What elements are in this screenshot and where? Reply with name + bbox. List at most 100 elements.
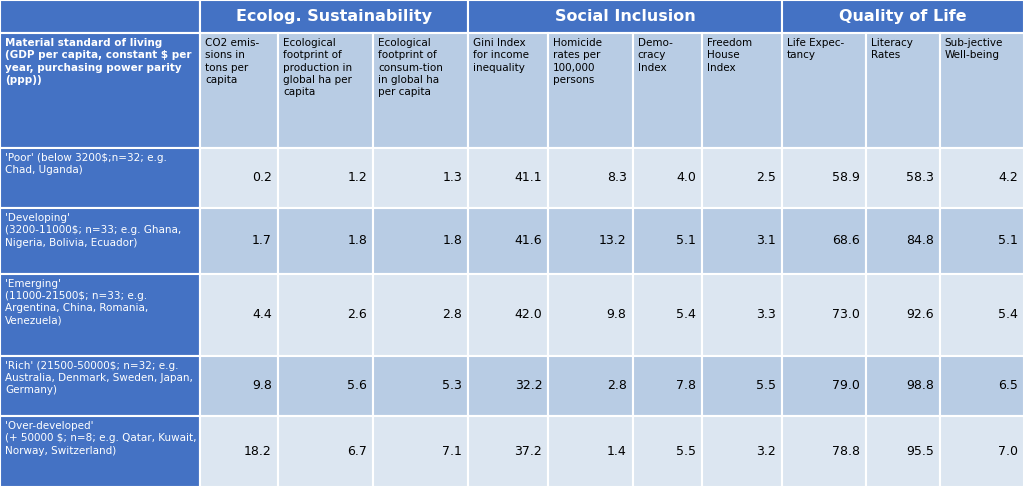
Text: 1.3: 1.3	[442, 171, 462, 185]
Text: Quality of Life: Quality of Life	[839, 9, 967, 24]
Bar	[548, 274, 633, 356]
Bar	[200, 274, 278, 356]
Text: 'Poor' (below 3200$;n=32; e.g.
Chad, Uganda): 'Poor' (below 3200$;n=32; e.g. Chad, Uga…	[5, 153, 167, 175]
Text: 'Developing'
(3200-11000$; n=33; e.g. Ghana,
Nigeria, Bolivia, Ecuador): 'Developing' (3200-11000$; n=33; e.g. Gh…	[5, 213, 181, 248]
Bar	[633, 274, 701, 356]
Bar	[468, 274, 548, 356]
Bar	[633, 356, 701, 416]
Bar	[701, 33, 781, 148]
Bar	[278, 356, 373, 416]
Text: 92.6: 92.6	[906, 308, 934, 321]
Text: 42.0: 42.0	[514, 308, 543, 321]
Bar	[200, 148, 278, 208]
Text: 8.3: 8.3	[606, 171, 627, 185]
Bar	[866, 274, 940, 356]
Bar	[701, 208, 781, 274]
Text: 73.0: 73.0	[833, 308, 860, 321]
Text: 5.5: 5.5	[756, 379, 776, 392]
Text: Freedom
House
Index: Freedom House Index	[707, 38, 752, 73]
Bar	[278, 274, 373, 356]
Text: 'Rich' (21500-50000$; n=32; e.g.
Australia, Denmark, Sweden, Japan,
Germany): 'Rich' (21500-50000$; n=32; e.g. Austral…	[5, 361, 193, 395]
Text: 41.6: 41.6	[515, 234, 543, 247]
Bar	[373, 356, 468, 416]
Text: 2.6: 2.6	[347, 308, 367, 321]
Text: Sub-jective
Well-being: Sub-jective Well-being	[945, 38, 1004, 60]
Text: 79.0: 79.0	[833, 379, 860, 392]
Text: 7.0: 7.0	[998, 445, 1018, 458]
Text: Homicide
rates per
100,000
persons: Homicide rates per 100,000 persons	[553, 38, 602, 85]
Text: 5.4: 5.4	[998, 308, 1018, 321]
Text: 68.6: 68.6	[833, 234, 860, 247]
Bar	[701, 416, 781, 487]
Text: 4.4: 4.4	[252, 308, 272, 321]
Bar	[0, 274, 200, 356]
Bar	[940, 416, 1024, 487]
Bar	[633, 148, 701, 208]
Bar	[781, 416, 866, 487]
Text: Social Inclusion: Social Inclusion	[555, 9, 695, 24]
Bar	[866, 356, 940, 416]
Text: 3.1: 3.1	[756, 234, 776, 247]
Bar	[548, 148, 633, 208]
Bar	[468, 0, 781, 33]
Text: Literacy
Rates: Literacy Rates	[871, 38, 913, 60]
Text: 3.2: 3.2	[756, 445, 776, 458]
Bar	[701, 356, 781, 416]
Text: 37.2: 37.2	[514, 445, 543, 458]
Text: 7.1: 7.1	[442, 445, 462, 458]
Bar	[781, 208, 866, 274]
Bar	[468, 148, 548, 208]
Bar	[548, 356, 633, 416]
Bar	[866, 148, 940, 208]
Text: 5.3: 5.3	[442, 379, 462, 392]
Text: 2.8: 2.8	[606, 379, 627, 392]
Text: 2.8: 2.8	[442, 308, 462, 321]
Text: Ecological
footprint of
consum-tion
in global ha
per capita: Ecological footprint of consum-tion in g…	[378, 38, 443, 97]
Text: 9.8: 9.8	[606, 308, 627, 321]
Bar	[781, 33, 866, 148]
Text: 18.2: 18.2	[244, 445, 272, 458]
Text: 98.8: 98.8	[906, 379, 934, 392]
Text: 13.2: 13.2	[599, 234, 627, 247]
Text: 5.4: 5.4	[676, 308, 695, 321]
Bar	[373, 274, 468, 356]
Text: 58.9: 58.9	[833, 171, 860, 185]
Bar	[468, 356, 548, 416]
Text: 4.0: 4.0	[676, 171, 695, 185]
Bar	[0, 416, 200, 487]
Text: 1.8: 1.8	[442, 234, 462, 247]
Bar	[200, 208, 278, 274]
Text: 5.1: 5.1	[676, 234, 695, 247]
Bar	[0, 0, 200, 33]
Bar	[781, 0, 1024, 33]
Bar	[200, 33, 278, 148]
Text: 1.8: 1.8	[347, 234, 367, 247]
Text: 0.2: 0.2	[252, 171, 272, 185]
Bar	[633, 416, 701, 487]
Bar	[781, 274, 866, 356]
Bar	[548, 416, 633, 487]
Bar	[278, 208, 373, 274]
Text: 3.3: 3.3	[756, 308, 776, 321]
Text: 'Over-developed'
(+ 50000 $; n=8; e.g. Qatar, Kuwait,
Norway, Switzerland): 'Over-developed' (+ 50000 $; n=8; e.g. Q…	[5, 421, 197, 456]
Text: 1.2: 1.2	[347, 171, 367, 185]
Bar	[940, 208, 1024, 274]
Bar	[633, 208, 701, 274]
Bar	[278, 33, 373, 148]
Text: Ecological
footprint of
production in
global ha per
capita: Ecological footprint of production in gl…	[283, 38, 352, 97]
Bar	[0, 148, 200, 208]
Bar	[373, 148, 468, 208]
Text: Life Expec-
tancy: Life Expec- tancy	[786, 38, 844, 60]
Bar	[200, 0, 468, 33]
Text: 9.8: 9.8	[252, 379, 272, 392]
Bar	[548, 33, 633, 148]
Text: CO2 emis-
sions in
tons per
capita: CO2 emis- sions in tons per capita	[205, 38, 259, 85]
Text: 4.2: 4.2	[998, 171, 1018, 185]
Text: Demo-
cracy
Index: Demo- cracy Index	[638, 38, 673, 73]
Text: 1.4: 1.4	[607, 445, 627, 458]
Text: 58.3: 58.3	[906, 171, 934, 185]
Bar	[866, 33, 940, 148]
Bar	[468, 33, 548, 148]
Text: 5.1: 5.1	[998, 234, 1018, 247]
Text: 2.5: 2.5	[756, 171, 776, 185]
